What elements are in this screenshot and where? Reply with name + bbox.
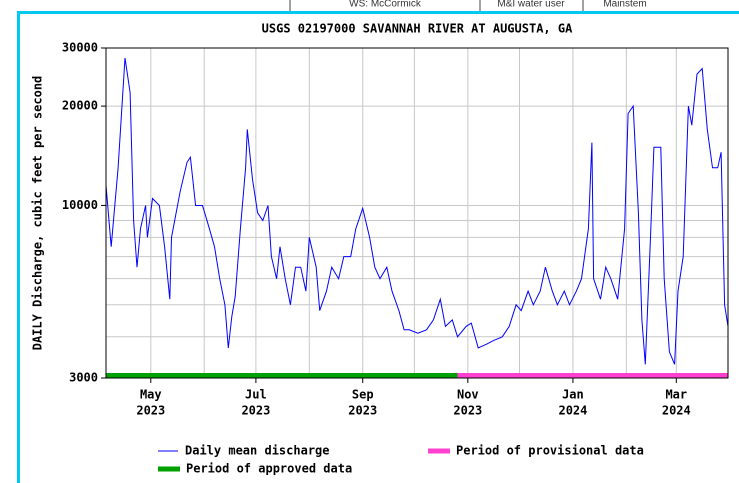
plot-area [105,47,729,379]
period-bar [457,373,728,378]
legend-swatch [428,448,450,454]
legend-swatch [158,466,180,472]
data-line [105,57,729,365]
table-cell: M&I water user [497,0,565,10]
x-tick-label: 2024 [662,404,691,418]
y-tick-label: 3000 [69,371,98,385]
x-tick-label: 2023 [348,404,377,418]
x-tick-label: Jan [562,388,584,402]
y-tick-label: 20000 [62,99,98,113]
legend-label: Period of approved data [186,462,352,476]
y-tick-label: 10000 [62,198,98,212]
chart-title: USGS 02197000 SAVANNAH RIVER AT AUGUSTA,… [262,22,573,36]
plot-border [105,47,729,379]
table-cell: WS: McCormick [349,0,422,10]
x-tick-label: May [140,388,162,402]
x-tick-label: 2023 [136,404,165,418]
x-tick-label: Mar [665,388,687,402]
legend-label: Period of provisional data [456,444,644,458]
x-tick-label: Sep [352,388,374,402]
period-bar [106,373,458,378]
x-tick-label: 2023 [453,404,482,418]
x-tick-label: 2024 [558,404,587,418]
y-tick-label: 30000 [62,41,98,55]
table-cell: Mainstem [603,0,646,10]
y-axis-label: DAILY Discharge, cubic feet per second [31,76,45,351]
x-tick-label: 2023 [241,404,270,418]
x-tick-label: Jul [245,388,267,402]
legend-label: Daily mean discharge [185,444,330,458]
x-tick-label: Nov [457,388,479,402]
